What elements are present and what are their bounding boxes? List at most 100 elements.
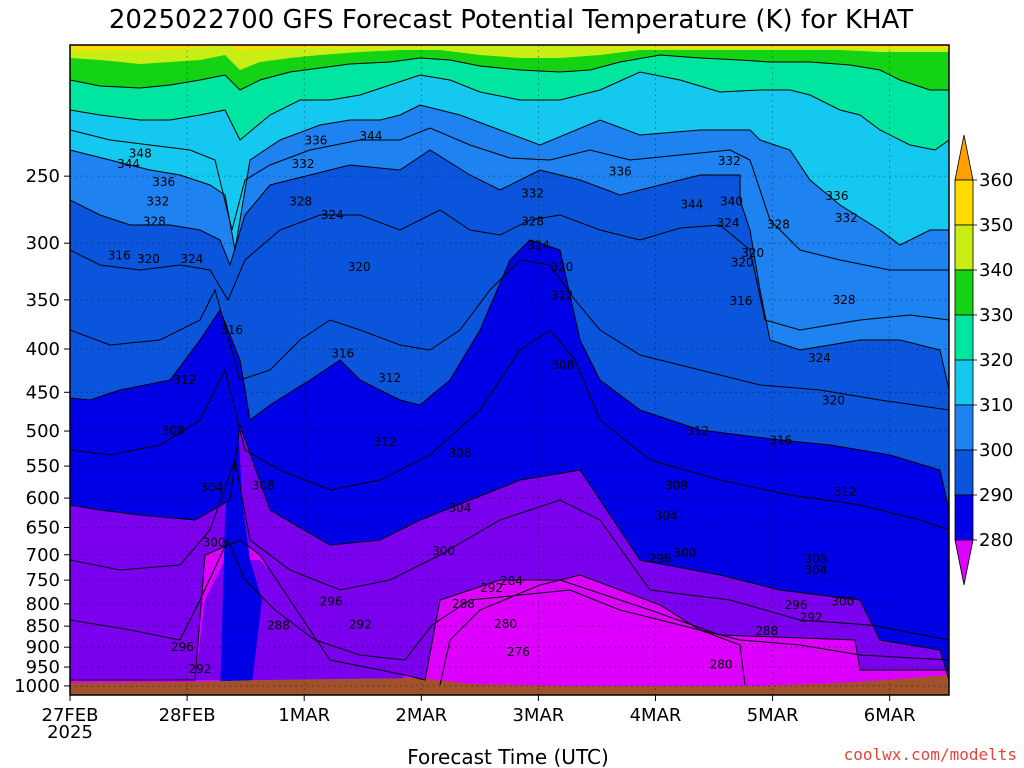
isoline <box>70 458 949 641</box>
y-tick-label: 400 <box>26 339 60 360</box>
contour-labels: 3483443363403323283163203243163123083043… <box>108 129 858 676</box>
isoline <box>70 259 949 411</box>
contour-label: 300 <box>673 546 696 560</box>
contour-label: 296 <box>785 598 808 612</box>
contour-label: 348 <box>129 146 152 160</box>
contour-label: 332 <box>835 211 858 225</box>
x-tick-label: 1MAR <box>278 705 330 726</box>
contour-label: 312 <box>374 435 397 449</box>
contour-label: 332 <box>718 154 741 168</box>
contour-label: 300 <box>203 535 226 549</box>
x-tick-label: 5MAR <box>747 705 799 726</box>
colorbar-max-arrow <box>954 134 974 181</box>
y-tick-label: 650 <box>26 518 60 539</box>
contour-label: 288 <box>267 618 290 632</box>
x-tick-label: 2MAR <box>395 705 447 726</box>
y-tick-label: 350 <box>26 290 60 311</box>
contour-label: 304 <box>655 509 678 523</box>
contour-label: 324 <box>321 208 344 222</box>
contour-label: 344 <box>117 157 140 171</box>
x-axis-title: Forecast Time (UTC) <box>407 745 609 768</box>
contour-label: 336 <box>826 189 849 203</box>
colorbar-label: 320 <box>979 350 1013 371</box>
contour-label: 316 <box>108 248 131 262</box>
isoline <box>439 574 746 686</box>
colorbar-min-arrow <box>954 539 974 586</box>
contour-label: 316 <box>730 294 753 308</box>
contour-label: 320 <box>741 246 764 260</box>
isoline <box>70 71 949 151</box>
contour-label: 328 <box>143 215 166 229</box>
y-tick-label: 500 <box>26 421 60 442</box>
contour-label: 308 <box>804 552 827 566</box>
contour-label: 336 <box>304 134 327 148</box>
y-tick-label: 550 <box>26 456 60 477</box>
colorbar-segment <box>954 269 974 316</box>
cold-pocket-center <box>440 575 745 685</box>
colorbar-label: 350 <box>979 215 1013 236</box>
contour-label: 280 <box>710 658 733 672</box>
colorbar-segment <box>954 449 974 496</box>
colorbar-segment <box>954 404 974 451</box>
x-axis: 27FEB 28FEB 1MAR 2MAR 3MAR 4MAR 5MAR 6MAR <box>42 695 916 726</box>
y-tick-label: 1000 <box>14 676 60 697</box>
x-tick-label: 3MAR <box>512 705 564 726</box>
contour-label: 320 <box>822 393 845 407</box>
colorbar-label: 280 <box>979 530 1013 551</box>
contour-label: 300 <box>432 544 455 558</box>
colorbar: 280 290 300 310 320 330 340 350 360 <box>954 134 1013 586</box>
isoline <box>70 209 949 331</box>
contour-label: 312 <box>550 289 573 303</box>
colorbar-label: 290 <box>979 485 1013 506</box>
contour-label: 308 <box>448 446 471 460</box>
band-360-fill <box>70 45 949 70</box>
y-axis: 2503003504004505005506006507007508008509… <box>14 166 70 697</box>
y-tick-label: 950 <box>26 657 60 678</box>
contour-label: 308 <box>162 423 185 437</box>
colorbar-label: 340 <box>979 260 1013 281</box>
y-tick-label: 800 <box>26 594 60 615</box>
contour-label: 280 <box>494 617 517 631</box>
contour-label: 320 <box>550 260 573 274</box>
isoline <box>70 424 949 681</box>
contour-label: 312 <box>378 371 401 385</box>
contour-label: 300 <box>831 595 854 609</box>
isoline <box>70 149 949 391</box>
contour-label: 312 <box>834 485 857 499</box>
contour-label: 296 <box>320 595 343 609</box>
colorbar-segment <box>954 224 974 271</box>
contour-label: 304 <box>448 501 471 515</box>
contour-label: 328 <box>289 195 312 209</box>
contour-label: 336 <box>152 175 175 189</box>
plot-frame <box>69 44 950 696</box>
isoline <box>70 104 949 251</box>
colorbar-segment <box>954 179 974 226</box>
contour-label: 336 <box>609 165 632 179</box>
contour-label: 316 <box>220 323 243 337</box>
y-tick-label: 300 <box>26 233 60 254</box>
contour-label: 332 <box>292 157 315 171</box>
contour-label: 328 <box>833 293 856 307</box>
colorbar-label: 300 <box>979 440 1013 461</box>
contour-label: 324 <box>808 351 831 365</box>
contour-label: 328 <box>767 217 790 231</box>
y-tick-label: 600 <box>26 488 60 509</box>
contour-label: 288 <box>452 597 475 611</box>
x-tick-label: 6MAR <box>864 705 916 726</box>
isoline <box>70 329 949 531</box>
y-tick-label: 700 <box>26 545 60 566</box>
contour-label: 292 <box>189 662 212 676</box>
contour-label: 292 <box>349 617 372 631</box>
contour-label: 344 <box>680 197 703 211</box>
y-tick-label: 250 <box>26 166 60 187</box>
colorbar-segment <box>954 314 974 361</box>
contour-fill <box>70 45 949 695</box>
contour-label: 308 <box>252 479 275 493</box>
colorbar-label: 310 <box>979 395 1013 416</box>
contour-label: 312 <box>686 424 709 438</box>
contour-label: 288 <box>755 624 778 638</box>
contour-label: 284 <box>500 574 523 588</box>
contour-label: 324 <box>527 239 550 253</box>
y-tick-label: 450 <box>26 382 60 403</box>
contour-label: 320 <box>137 252 160 266</box>
